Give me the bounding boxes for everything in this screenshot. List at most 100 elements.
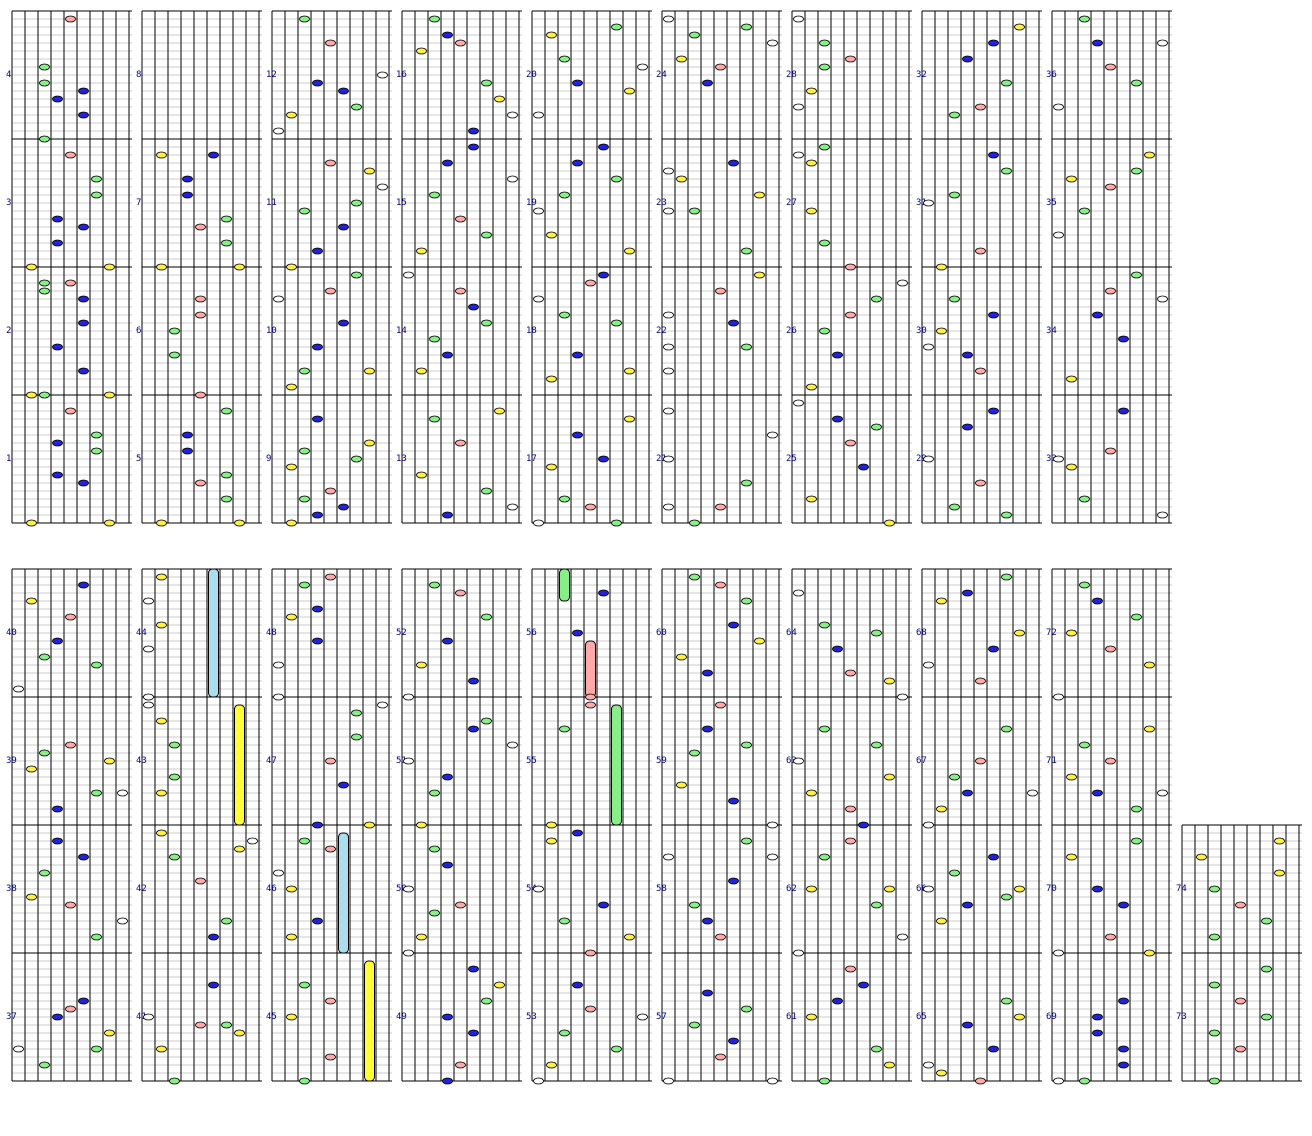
note	[1014, 629, 1025, 637]
note	[312, 343, 323, 351]
note	[689, 519, 700, 527]
note	[78, 223, 89, 231]
note	[663, 167, 674, 175]
note	[1235, 901, 1246, 909]
note	[988, 1045, 999, 1053]
note	[741, 23, 752, 31]
measure-number: 3	[6, 198, 11, 208]
note	[546, 837, 557, 845]
note	[663, 455, 674, 463]
note	[663, 311, 674, 319]
note	[1092, 789, 1103, 797]
note	[442, 773, 453, 781]
note	[65, 151, 76, 159]
note	[65, 741, 76, 749]
note	[624, 87, 635, 95]
note	[273, 693, 284, 701]
long-note	[208, 568, 219, 698]
note	[91, 431, 102, 439]
note	[1196, 853, 1207, 861]
note	[221, 495, 232, 503]
note	[767, 39, 778, 47]
note	[715, 1053, 726, 1061]
note	[533, 1077, 544, 1085]
note	[1053, 1077, 1064, 1085]
note	[325, 757, 336, 765]
note	[572, 351, 583, 359]
note	[533, 519, 544, 527]
note	[143, 1013, 154, 1021]
note	[845, 837, 856, 845]
note	[793, 399, 804, 407]
note	[1209, 1029, 1220, 1037]
note	[442, 1077, 453, 1085]
note	[923, 455, 934, 463]
note	[507, 741, 518, 749]
note	[52, 215, 63, 223]
note	[221, 215, 232, 223]
measure-number: 66	[916, 884, 927, 894]
measure-number: 14	[396, 326, 407, 336]
note	[351, 271, 362, 279]
note	[26, 391, 37, 399]
measure-number: 37	[6, 1012, 17, 1022]
note	[585, 503, 596, 511]
note	[338, 223, 349, 231]
note	[1066, 853, 1077, 861]
note	[1001, 893, 1012, 901]
note	[273, 127, 284, 135]
note	[988, 853, 999, 861]
note	[169, 351, 180, 359]
note	[273, 661, 284, 669]
note	[455, 215, 466, 223]
long-note	[234, 704, 245, 826]
note	[442, 1013, 453, 1021]
note	[975, 677, 986, 685]
note	[754, 271, 765, 279]
note	[234, 519, 245, 527]
note	[702, 669, 713, 677]
note	[819, 853, 830, 861]
note	[39, 287, 50, 295]
note	[39, 653, 50, 661]
note	[1118, 901, 1129, 909]
note	[962, 423, 973, 431]
note	[611, 519, 622, 527]
note	[299, 367, 310, 375]
note	[78, 581, 89, 589]
note	[1261, 965, 1272, 973]
measure-number: 68	[916, 628, 927, 638]
note	[1118, 997, 1129, 1005]
note	[299, 495, 310, 503]
note	[169, 773, 180, 781]
note	[715, 701, 726, 709]
note	[195, 1021, 206, 1029]
note	[923, 343, 934, 351]
measure-number: 18	[526, 326, 537, 336]
measure-number: 33	[1046, 454, 1057, 464]
note	[481, 79, 492, 87]
note	[793, 15, 804, 23]
note	[1118, 1061, 1129, 1069]
note	[1274, 869, 1285, 877]
measure-number: 62	[786, 884, 797, 894]
measure-number: 25	[786, 454, 797, 464]
notes	[13, 15, 1285, 1085]
note	[91, 175, 102, 183]
note	[234, 263, 245, 271]
note	[65, 613, 76, 621]
note	[156, 789, 167, 797]
note	[182, 431, 193, 439]
measure-number: 20	[526, 70, 537, 80]
note	[481, 717, 492, 725]
note	[793, 949, 804, 957]
measure-number: 69	[1046, 1012, 1057, 1022]
note	[312, 605, 323, 613]
note	[962, 789, 973, 797]
note	[325, 39, 336, 47]
note	[702, 725, 713, 733]
note	[689, 573, 700, 581]
note	[78, 295, 89, 303]
note	[1131, 837, 1142, 845]
measure-number: 49	[396, 1012, 407, 1022]
